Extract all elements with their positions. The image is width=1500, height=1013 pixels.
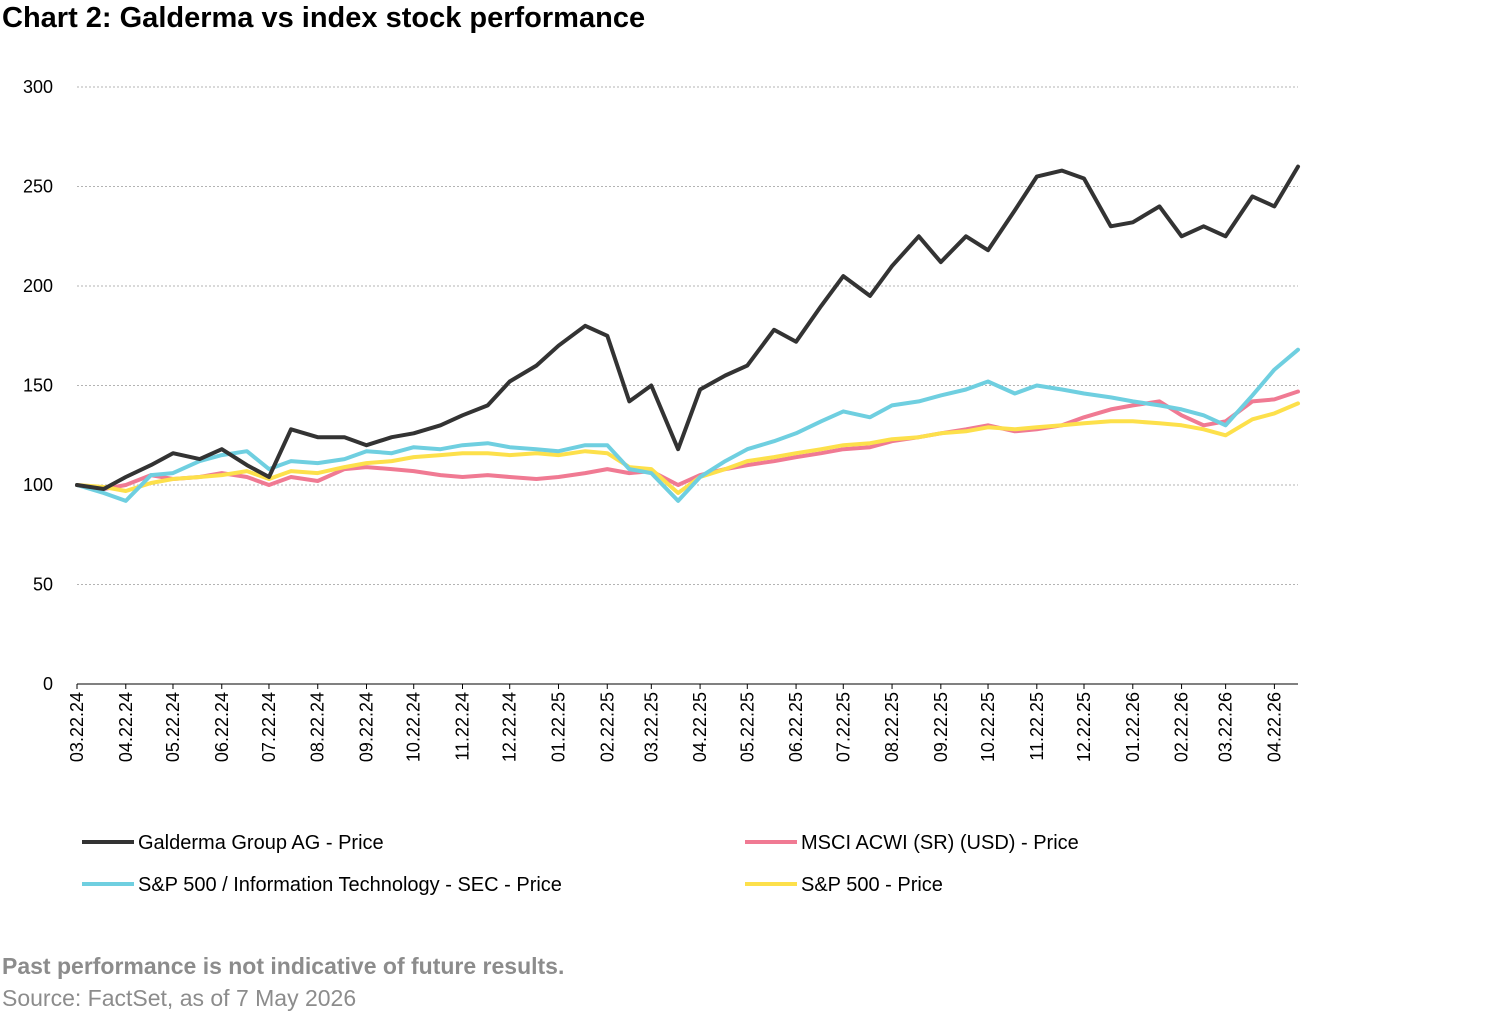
x-tick-label: 11.22.24 xyxy=(452,692,472,761)
x-tick-label: 02.22.26 xyxy=(1172,692,1192,762)
y-tick-label: 200 xyxy=(23,276,53,296)
x-tick-label: 10.22.25 xyxy=(978,692,998,762)
source-note: Source: FactSet, as of 7 May 2026 xyxy=(2,985,357,1011)
x-tick-label: 07.22.24 xyxy=(259,692,279,762)
x-tick-label: 05.22.24 xyxy=(163,692,183,762)
x-tick-label: 01.22.26 xyxy=(1123,692,1143,762)
x-tick-label: 12.22.24 xyxy=(500,692,520,762)
x-tick-label: 03.22.25 xyxy=(641,692,661,762)
x-tick-label: 07.22.25 xyxy=(833,692,853,762)
legend-label: S&P 500 / Information Technology - SEC -… xyxy=(138,874,562,896)
x-tick-label: 09.22.24 xyxy=(357,692,377,762)
series-lines xyxy=(75,164,1300,503)
x-tick-label: 08.22.25 xyxy=(882,692,902,762)
x-tick-label: 02.22.25 xyxy=(597,692,617,762)
x-tick-label: 11.22.25 xyxy=(1027,692,1047,761)
series-line-4 xyxy=(75,401,1300,495)
x-tick-label: 03.22.26 xyxy=(1216,692,1236,762)
legend: Galderma Group AG - Price MSCI ACWI (SR) … xyxy=(82,832,1079,896)
disclaimer-note: Past performance is not indicative of fu… xyxy=(2,953,565,979)
x-tick-label: 06.22.25 xyxy=(786,692,806,762)
x-tick-label: 06.22.24 xyxy=(212,692,232,762)
x-tick-label: 04.22.24 xyxy=(116,692,136,762)
series-line-3 xyxy=(75,347,1300,503)
gridlines xyxy=(77,86,1298,585)
x-tick-label: 05.22.25 xyxy=(737,692,757,762)
y-tick-label: 250 xyxy=(23,177,53,197)
legend-label: MSCI ACWI (SR) (USD) - Price xyxy=(801,832,1079,854)
x-tick-label: 09.22.25 xyxy=(931,692,951,762)
x-axis-tick-labels: 03.22.24 04.22.24 05.22.24 06.22.24 07.22.24… xyxy=(67,684,1284,762)
legend-label: S&P 500 - Price xyxy=(801,874,943,896)
y-tick-label: 300 xyxy=(23,77,53,97)
series-line-2 xyxy=(75,389,1300,491)
x-tick-label: 01.22.25 xyxy=(548,692,568,762)
y-tick-label: 0 xyxy=(43,674,53,694)
x-tick-label: 12.22.25 xyxy=(1074,692,1094,762)
x-tick-label: 10.22.24 xyxy=(404,692,424,762)
x-tick-label: 08.22.24 xyxy=(308,692,328,762)
y-tick-label: 150 xyxy=(23,376,53,396)
y-tick-label: 50 xyxy=(33,575,53,595)
y-tick-label: 100 xyxy=(23,475,53,495)
legend-label: Galderma Group AG - Price xyxy=(138,832,384,854)
y-axis-tick-labels: 0 50 100 150 200 250 300 xyxy=(23,77,53,694)
x-tick-label: 04.22.25 xyxy=(690,692,710,762)
chart-title: Chart 2: Galderma vs index stock perform… xyxy=(2,2,646,34)
x-tick-label: 03.22.24 xyxy=(67,692,87,762)
x-tick-label: 04.22.26 xyxy=(1264,692,1284,762)
series-line-1 xyxy=(75,164,1300,491)
